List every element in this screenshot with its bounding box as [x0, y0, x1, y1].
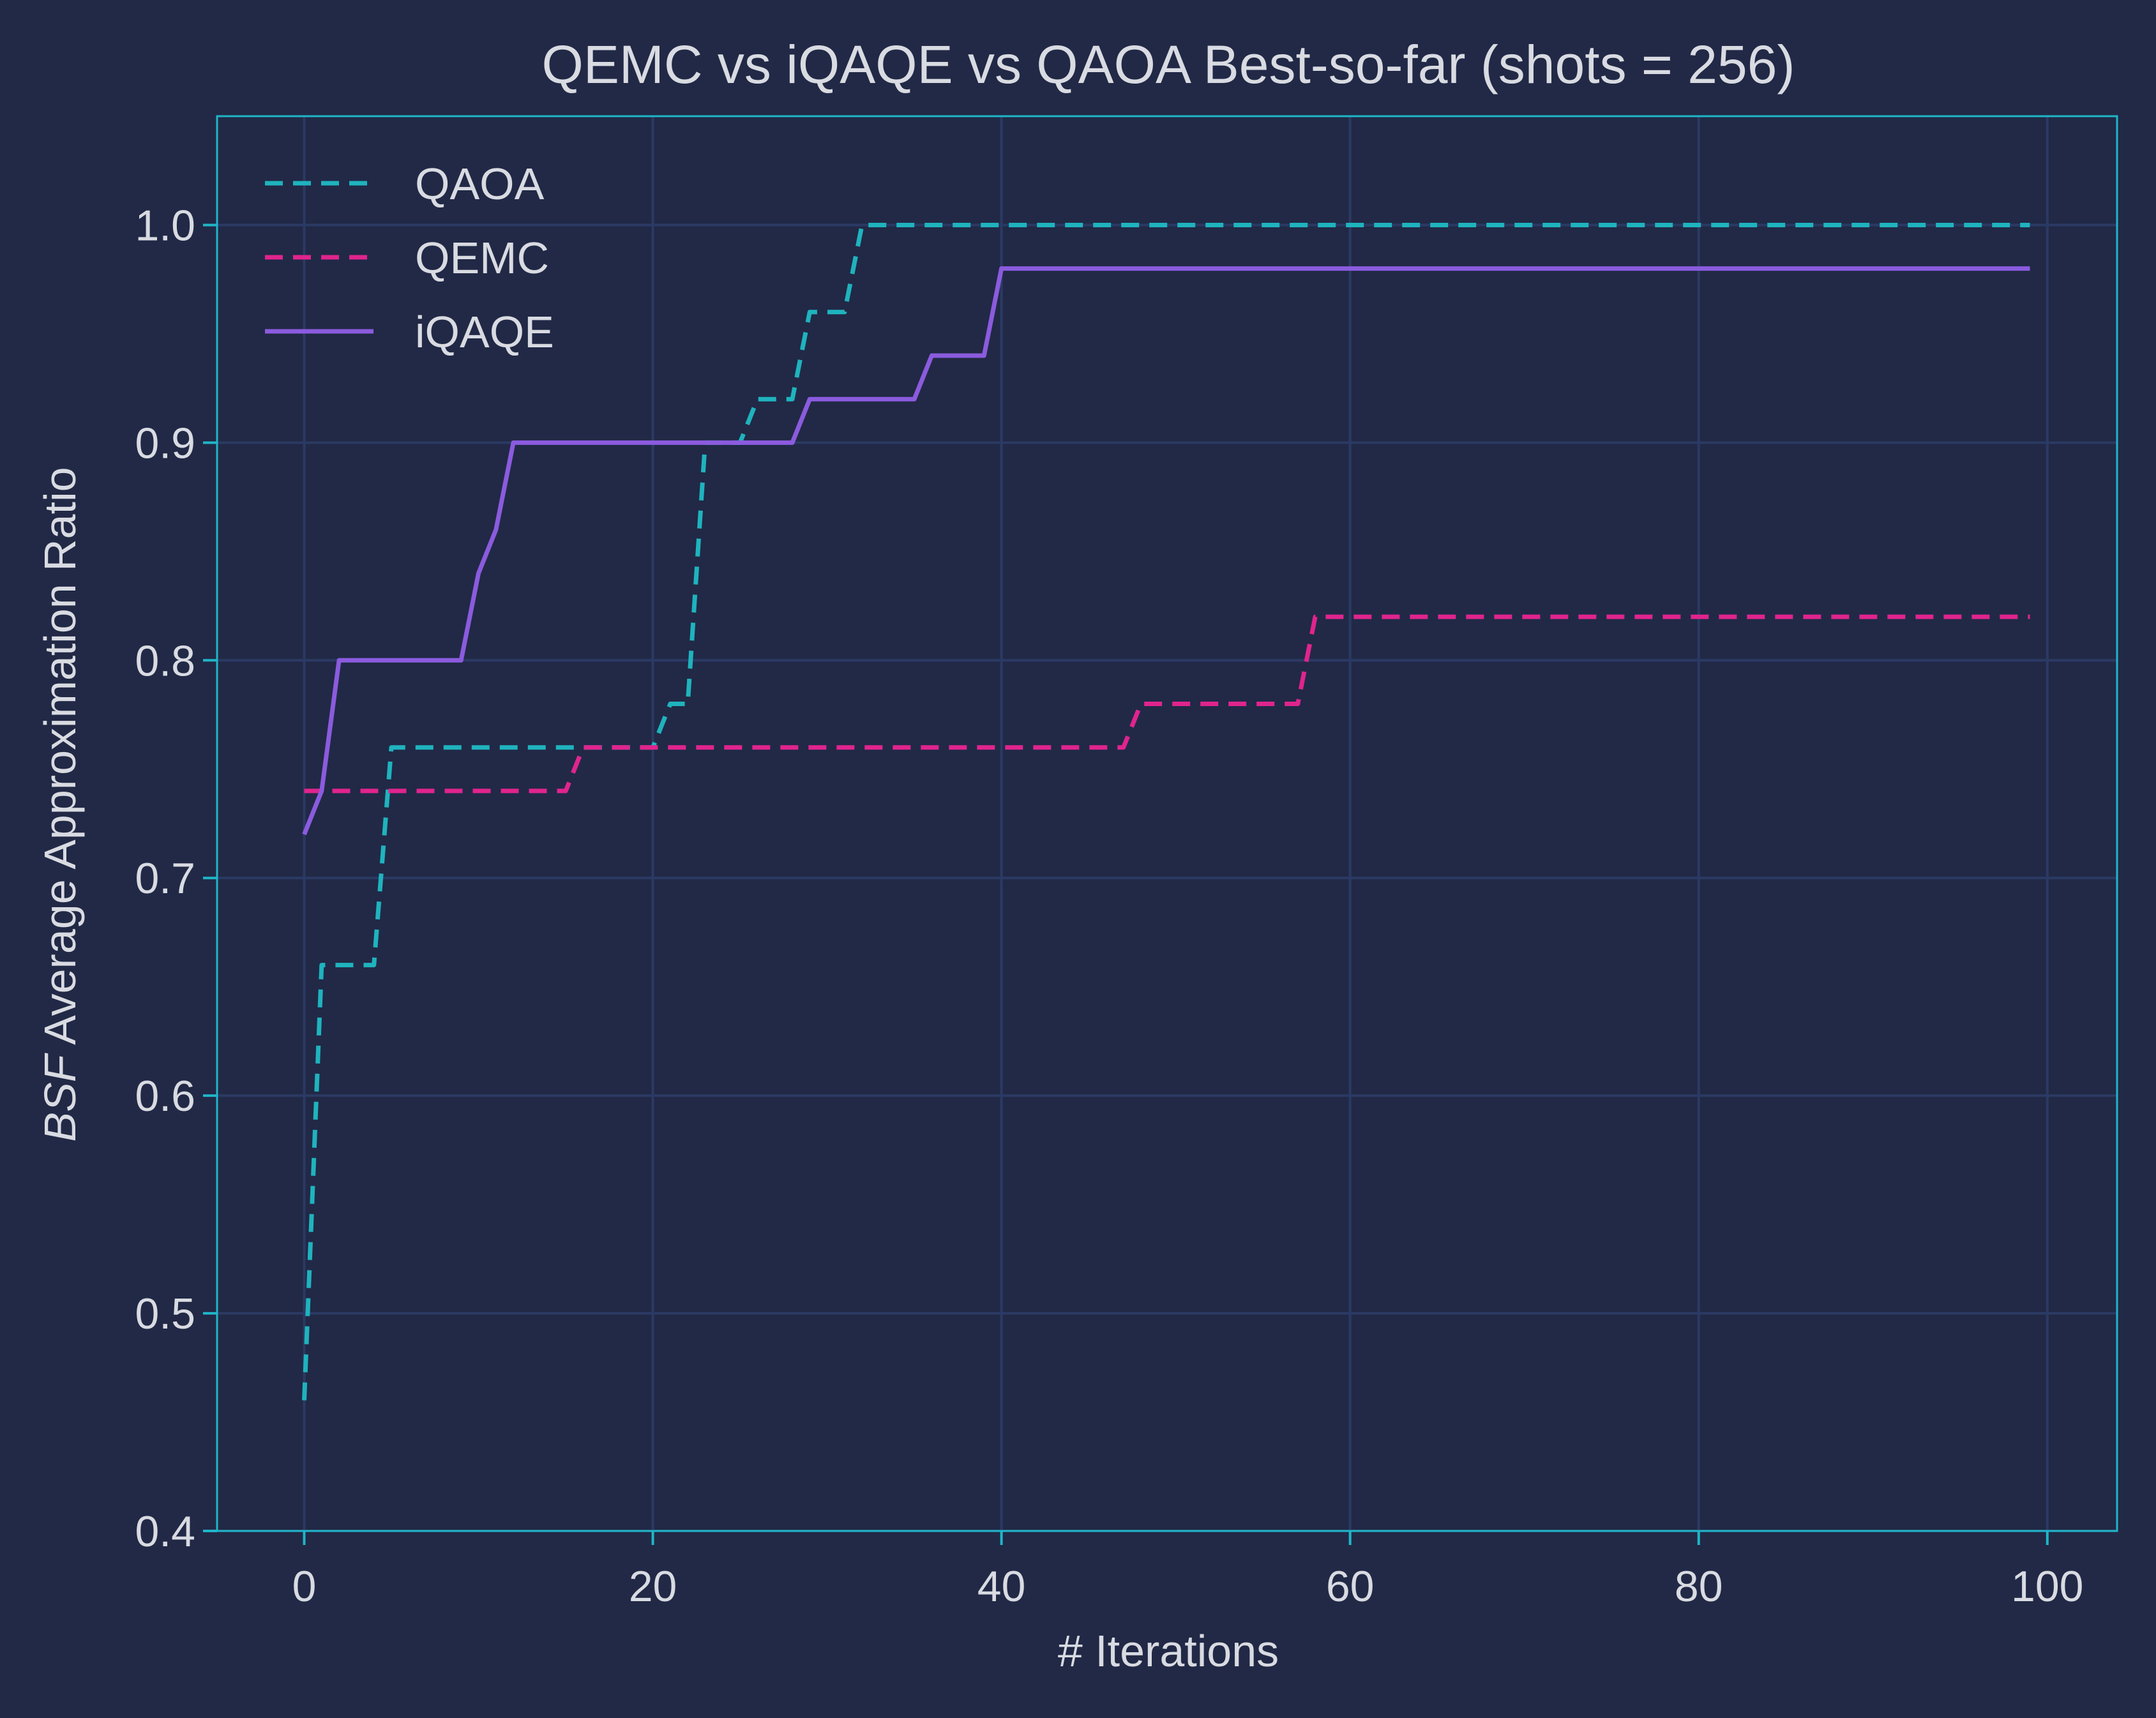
legend-label-qemc: QEMC	[415, 233, 549, 283]
x-tick-label: 80	[1675, 1562, 1723, 1611]
y-tick-label: 0.6	[135, 1072, 195, 1120]
y-tick-label: 1.0	[135, 201, 195, 250]
y-axis-label-italic: BSF	[35, 1052, 85, 1142]
y-tick-label: 0.8	[135, 637, 195, 685]
x-tick-label: 0	[292, 1562, 317, 1611]
y-tick-label: 0.5	[135, 1290, 195, 1338]
y-tick-label: 0.7	[135, 854, 195, 903]
series-lines	[302, 223, 2030, 1401]
series-line-iqaqe	[302, 266, 2030, 836]
y-axis-label-rest: Average Approximation Ratio	[35, 467, 85, 1055]
legend-label-iqaqe: iQAQE	[415, 307, 554, 357]
legend-label-qaoa: QAOA	[415, 159, 545, 209]
chart-title: QEMC vs iQAQE vs QAOA Best-so-far (shots…	[542, 34, 1795, 94]
x-tick-label: 100	[2011, 1562, 2083, 1611]
y-axis-label: BSF Average Approximation Ratio	[35, 467, 85, 1142]
axis-ticks: 0 20 40 60 80 100 0.4 0.5 0.6 0.7 0.8 0.9 1.0	[135, 201, 2083, 1611]
x-tick-label: 20	[629, 1562, 677, 1611]
x-tick-label: 60	[1326, 1562, 1375, 1611]
y-tick-label: 0.4	[135, 1507, 195, 1556]
x-axis-label: # Iterations	[1058, 1626, 1279, 1676]
y-tick-label: 0.9	[135, 419, 195, 467]
x-tick-label: 40	[977, 1562, 1026, 1611]
grid	[217, 116, 2117, 1532]
series-line-qemc	[304, 614, 2030, 794]
legend: QAOA QEMC iQAQE	[265, 159, 554, 357]
plot-frame	[216, 115, 2118, 1532]
